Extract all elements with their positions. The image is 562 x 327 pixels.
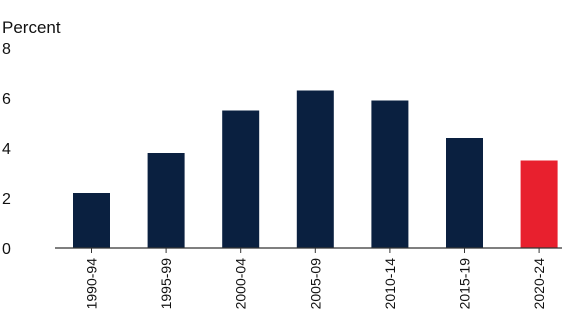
bar xyxy=(147,153,185,248)
x-tick-label: 1995-99 xyxy=(158,258,174,310)
bars xyxy=(73,90,558,248)
bar xyxy=(520,160,558,248)
bar xyxy=(446,138,483,248)
y-axis-ticks: 0 2 4 6 8 xyxy=(2,41,11,258)
x-tick-label: 2020-24 xyxy=(531,258,547,310)
bar xyxy=(371,100,409,248)
y-tick-label: 6 xyxy=(2,91,11,108)
y-tick-label: 2 xyxy=(2,191,11,208)
x-tick-label: 2005-09 xyxy=(307,258,323,310)
x-tick-label: 2000-04 xyxy=(233,258,249,310)
y-axis-label: Percent xyxy=(2,18,61,37)
bar xyxy=(222,110,260,248)
x-tick-label: 2010-14 xyxy=(382,258,398,310)
y-tick-label: 4 xyxy=(2,141,11,158)
x-tick-label: 2015-19 xyxy=(457,258,473,310)
bar xyxy=(296,90,334,248)
y-tick-label: 0 xyxy=(2,241,11,258)
bar xyxy=(73,193,110,248)
x-axis-ticks: 1990-94 1995-99 2000-04 2005-09 2010-14 2015-… xyxy=(84,248,547,310)
y-tick-label: 8 xyxy=(2,41,11,58)
x-tick-label: 1990-94 xyxy=(84,258,100,310)
